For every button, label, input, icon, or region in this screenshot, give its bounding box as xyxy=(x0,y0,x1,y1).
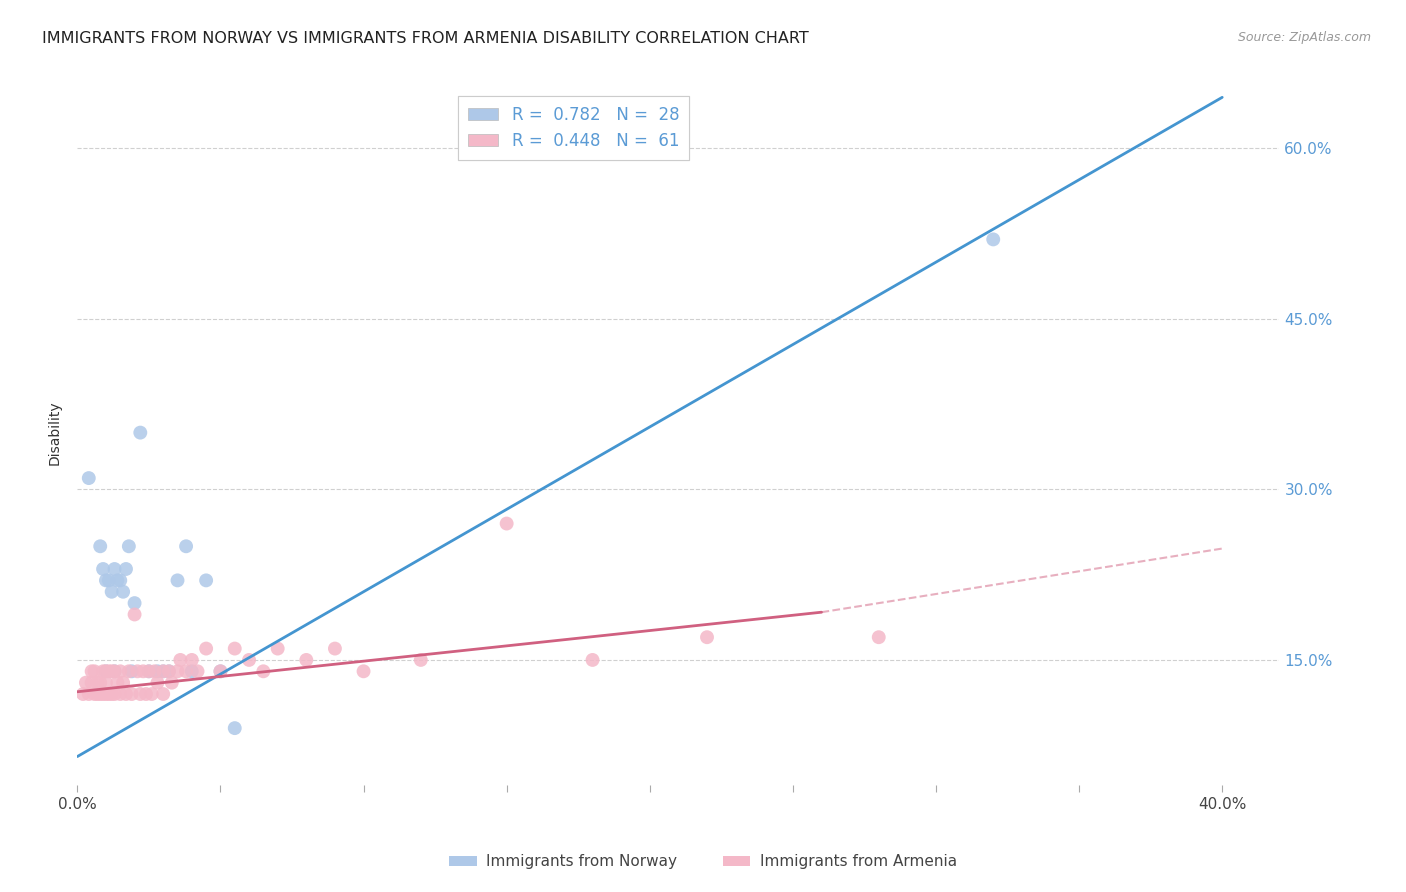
Point xyxy=(581,653,603,667)
Point xyxy=(91,562,114,576)
Point xyxy=(169,653,191,667)
Point xyxy=(209,665,232,679)
Point xyxy=(91,665,114,679)
Point xyxy=(91,687,114,701)
Point xyxy=(103,562,125,576)
Point xyxy=(252,665,274,679)
Point xyxy=(100,665,122,679)
Point xyxy=(80,675,103,690)
Point xyxy=(157,665,180,679)
Point xyxy=(209,665,232,679)
Point xyxy=(83,687,105,701)
Point xyxy=(868,630,890,644)
Point xyxy=(110,687,132,701)
Point xyxy=(135,687,157,701)
Point xyxy=(143,665,166,679)
Point xyxy=(80,665,103,679)
Point xyxy=(152,687,174,701)
Point xyxy=(224,641,246,656)
Point xyxy=(118,665,141,679)
Point xyxy=(97,574,120,588)
Point xyxy=(72,687,94,701)
Point xyxy=(77,687,100,701)
Point xyxy=(180,665,202,679)
Point xyxy=(121,665,143,679)
Point xyxy=(224,721,246,735)
Point xyxy=(981,232,1004,246)
Legend: Immigrants from Norway, Immigrants from Armenia: Immigrants from Norway, Immigrants from … xyxy=(443,848,963,875)
Point xyxy=(94,665,117,679)
Point xyxy=(100,584,122,599)
Point xyxy=(323,641,346,656)
Point xyxy=(152,665,174,679)
Point xyxy=(100,687,122,701)
Point xyxy=(94,665,117,679)
Point xyxy=(146,665,169,679)
Point xyxy=(110,574,132,588)
Point xyxy=(77,471,100,485)
Point xyxy=(124,607,146,622)
Point xyxy=(132,665,155,679)
Point xyxy=(146,675,169,690)
Point xyxy=(112,675,135,690)
Point xyxy=(107,574,129,588)
Text: Source: ZipAtlas.com: Source: ZipAtlas.com xyxy=(1237,31,1371,45)
Point xyxy=(195,641,218,656)
Point xyxy=(174,539,197,553)
Point xyxy=(157,665,180,679)
Point xyxy=(495,516,517,531)
Point xyxy=(118,539,141,553)
Point xyxy=(112,584,135,599)
Point xyxy=(353,665,375,679)
Point xyxy=(174,665,197,679)
Point xyxy=(89,539,111,553)
Point xyxy=(86,687,108,701)
Point xyxy=(295,653,318,667)
Point xyxy=(89,687,111,701)
Text: IMMIGRANTS FROM NORWAY VS IMMIGRANTS FROM ARMENIA DISABILITY CORRELATION CHART: IMMIGRANTS FROM NORWAY VS IMMIGRANTS FRO… xyxy=(42,31,808,46)
Point xyxy=(195,574,218,588)
Point xyxy=(129,425,152,440)
Point xyxy=(75,675,97,690)
Point xyxy=(129,687,152,701)
Point xyxy=(103,665,125,679)
Point xyxy=(138,665,160,679)
Point xyxy=(103,687,125,701)
Point xyxy=(89,675,111,690)
Point xyxy=(166,574,188,588)
Point xyxy=(186,665,209,679)
Point xyxy=(138,665,160,679)
Y-axis label: Disability: Disability xyxy=(48,401,62,465)
Point xyxy=(180,653,202,667)
Point xyxy=(121,687,143,701)
Point xyxy=(94,675,117,690)
Point xyxy=(267,641,290,656)
Point xyxy=(115,562,138,576)
Point xyxy=(94,687,117,701)
Point xyxy=(166,665,188,679)
Point xyxy=(83,665,105,679)
Point xyxy=(141,687,163,701)
Point xyxy=(238,653,260,667)
Point xyxy=(127,665,149,679)
Point xyxy=(152,665,174,679)
Legend: R =  0.782   N =  28, R =  0.448   N =  61: R = 0.782 N = 28, R = 0.448 N = 61 xyxy=(458,95,689,160)
Point xyxy=(86,675,108,690)
Point xyxy=(409,653,432,667)
Point xyxy=(97,687,120,701)
Point xyxy=(97,665,120,679)
Point xyxy=(124,596,146,610)
Point xyxy=(94,574,117,588)
Point xyxy=(160,675,183,690)
Point xyxy=(115,687,138,701)
Point xyxy=(696,630,718,644)
Point xyxy=(103,665,125,679)
Point xyxy=(110,665,132,679)
Point xyxy=(107,675,129,690)
